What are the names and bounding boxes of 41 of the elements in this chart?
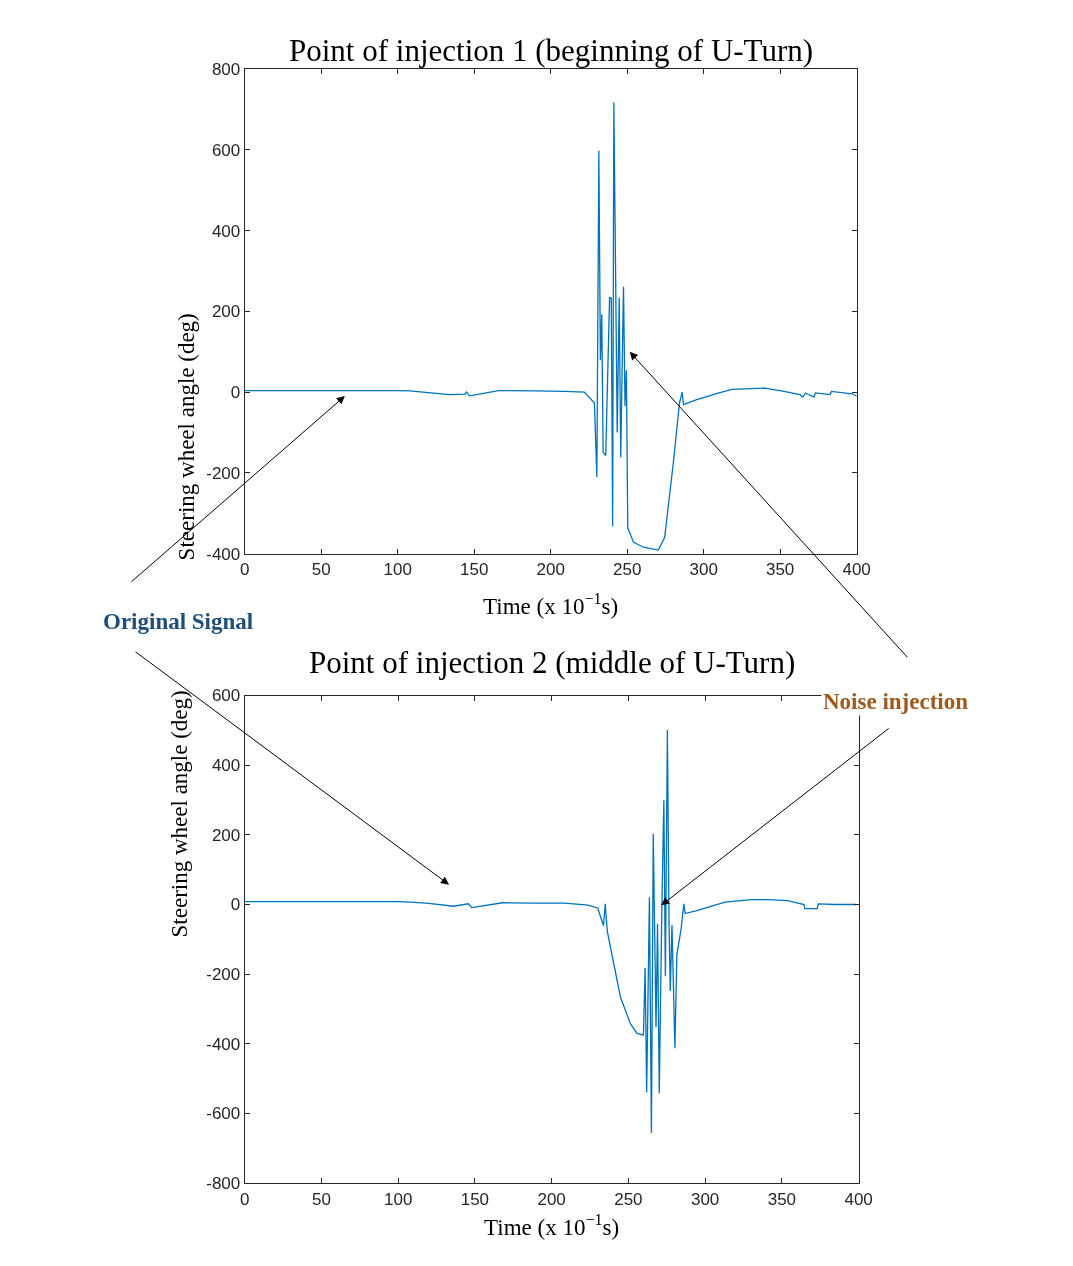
x-tick-label: 250	[612, 560, 642, 580]
x-tick-label: 150	[460, 1189, 490, 1209]
line-series	[244, 101, 857, 551]
x-tick-label: 50	[311, 1189, 331, 1209]
y-tick-label: 800	[211, 60, 241, 80]
x-tick-label: 100	[383, 1189, 413, 1209]
x-tick-label: 250	[614, 1189, 643, 1209]
x-tick-label: 100	[383, 560, 412, 580]
annotation: Noise injection	[823, 689, 969, 714]
x-tick-label: 350	[765, 560, 795, 580]
y-tick-label: -200	[206, 463, 241, 483]
y-tick-label: -600	[206, 1104, 241, 1124]
y-tick-label: 0	[230, 383, 241, 403]
y-tick-label: -200	[206, 965, 241, 985]
x-axis-title: Time (x 10$^{−1}$s)	[484, 1211, 620, 1240]
y-tick-label: 600	[211, 686, 241, 706]
y-tick-label: 400	[211, 756, 241, 776]
x-tick-label: 150	[459, 560, 489, 580]
x-tick-label: 300	[690, 1189, 720, 1209]
x-tick-label: 300	[689, 560, 718, 580]
x-tick-label: 200	[536, 560, 565, 580]
line-series	[244, 729, 857, 1134]
x-tick-label: 400	[844, 1189, 873, 1209]
y-tick-label: 400	[211, 221, 241, 241]
y-tick-label: 0	[230, 895, 241, 915]
x-tick-label: 350	[767, 1189, 797, 1209]
x-tick-label: 50	[311, 560, 331, 580]
y-tick-label: 600	[211, 140, 241, 160]
chart-title: Point of injection 2 (middle of U-Turn)	[309, 645, 796, 680]
text: Original Signal	[103, 609, 254, 634]
y-tick-label: -800	[206, 1174, 241, 1194]
y-tick-label: 200	[211, 302, 241, 322]
y-axis-title: Steering wheel angle (deg)	[173, 313, 199, 561]
y-tick-label: -400	[206, 1034, 241, 1054]
y-tick-label: -400	[206, 544, 241, 564]
x-tick-label: 200	[537, 1189, 566, 1209]
y-axis-title: Steering wheel angle (deg)	[166, 690, 192, 938]
x-tick-label: 400	[842, 560, 871, 580]
chart-title: Point of injection 1 (beginning of U-Turn)	[289, 33, 814, 68]
x-axis-title: Time (x 10$^{−1}$s)	[483, 590, 619, 619]
y-tick-label: 200	[211, 825, 241, 845]
